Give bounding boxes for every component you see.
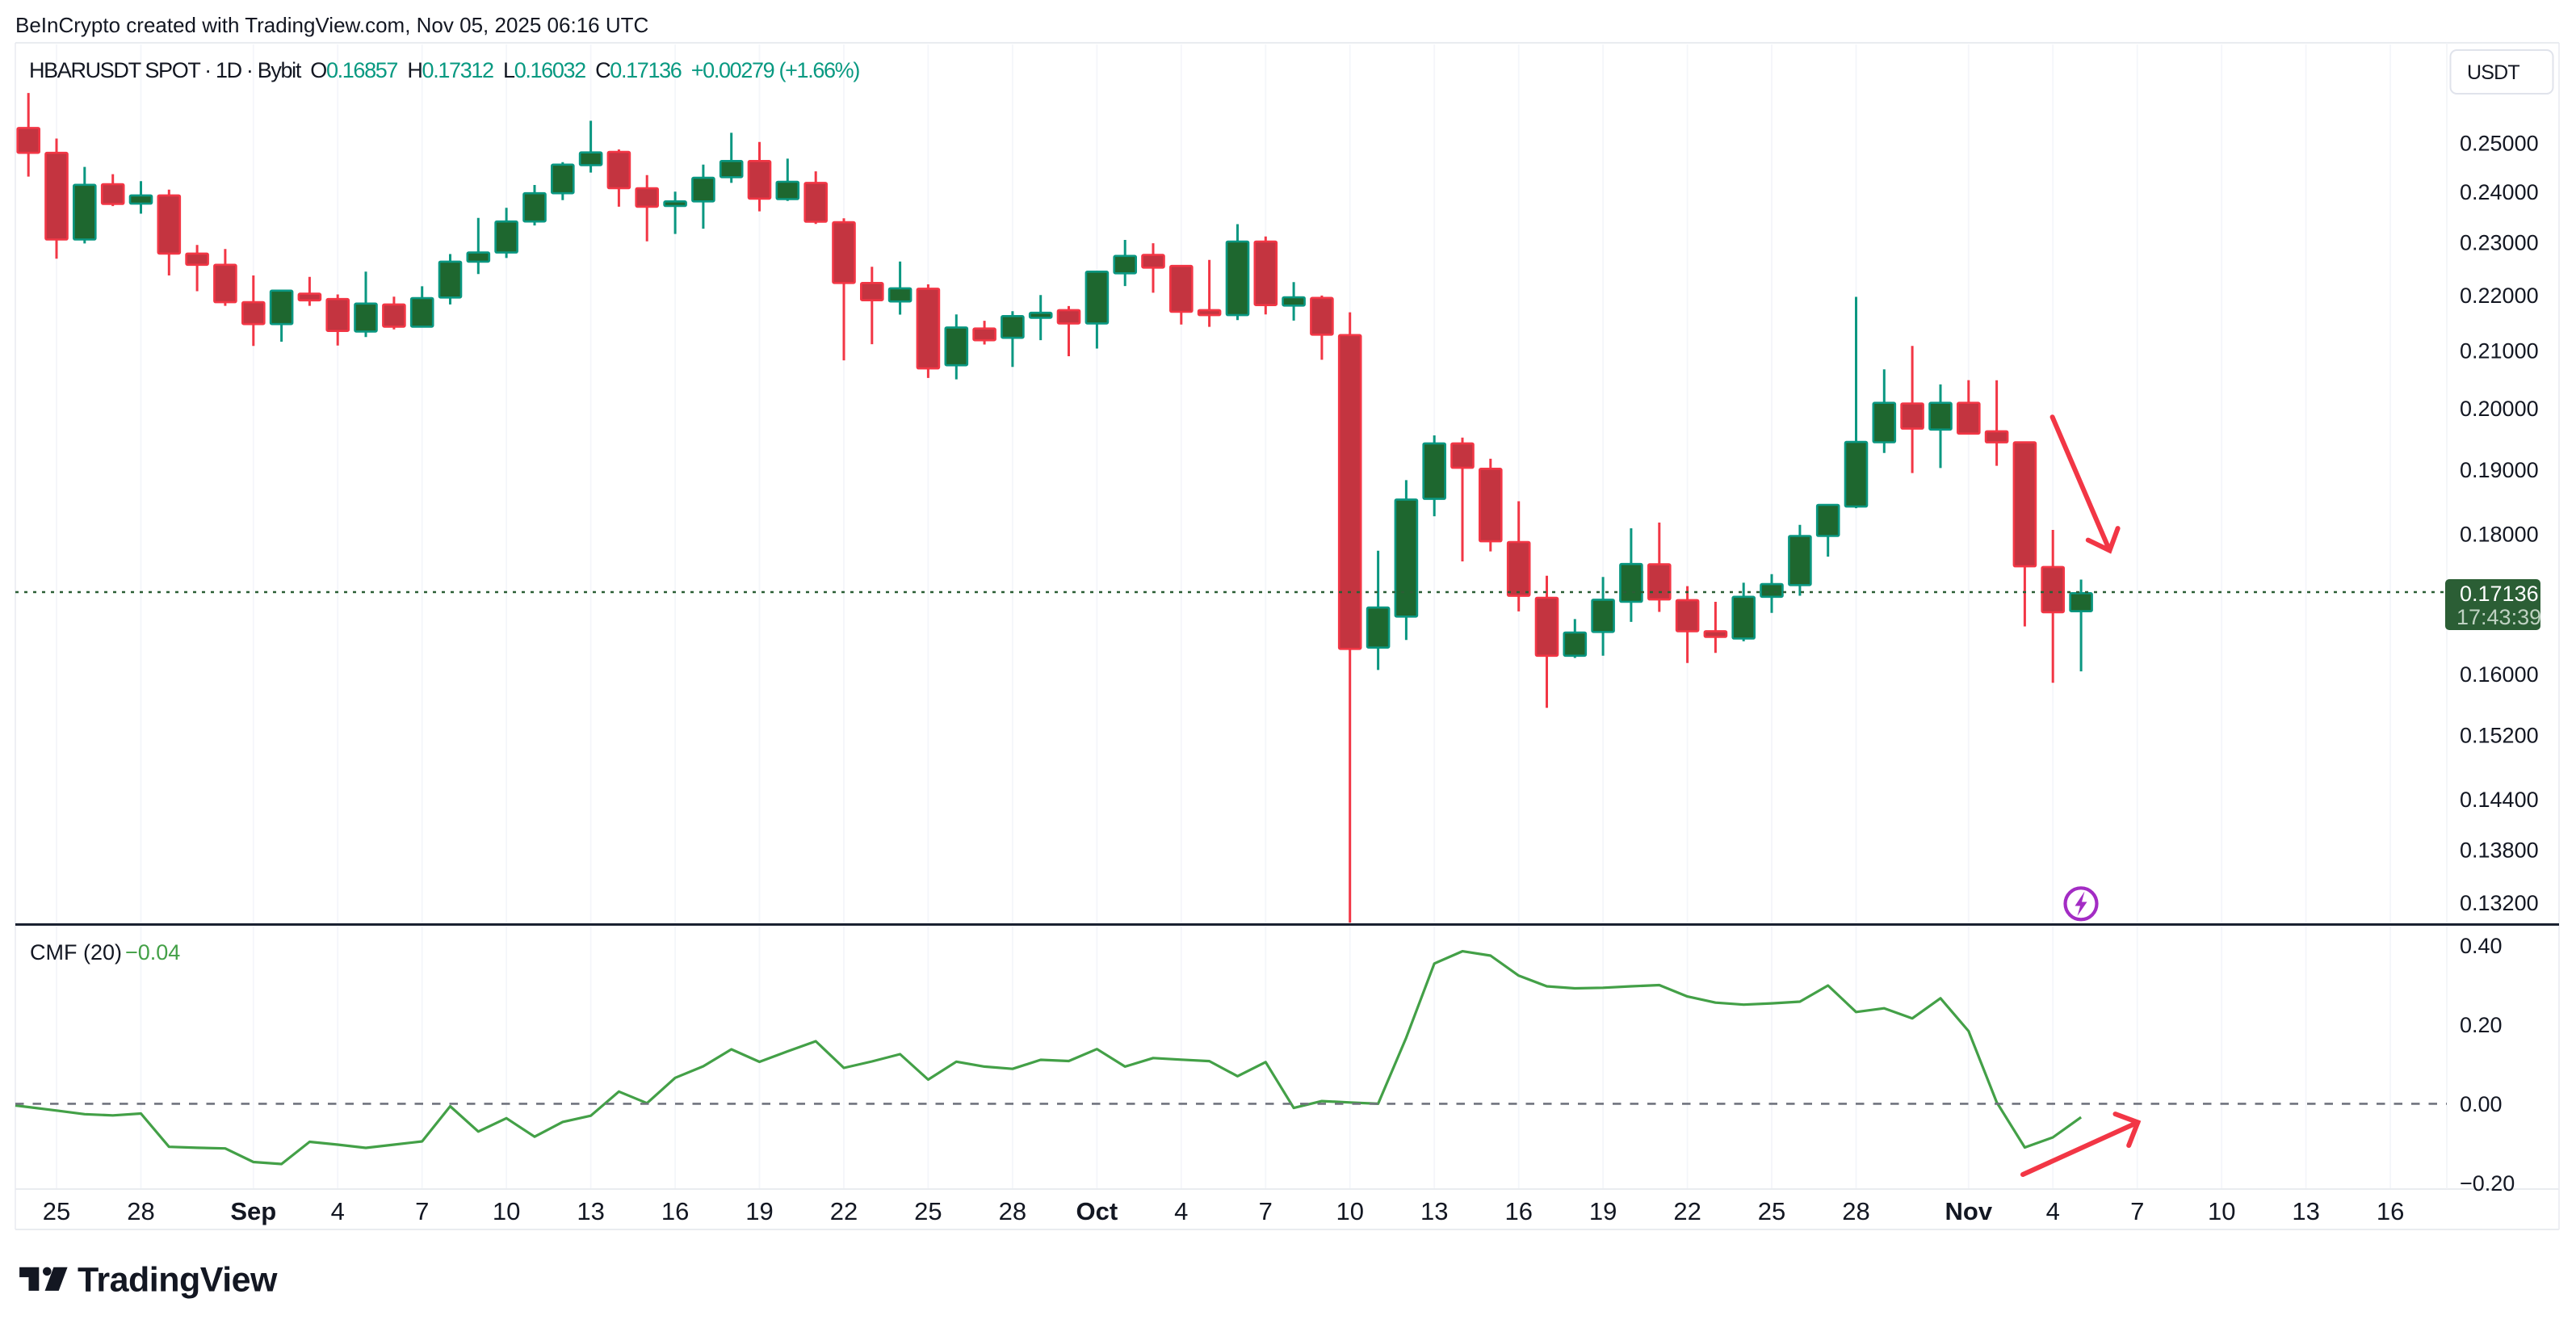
svg-text:28: 28	[999, 1197, 1026, 1225]
svg-text:Oct: Oct	[1076, 1197, 1118, 1225]
svg-text:−0.20: −0.20	[2460, 1171, 2515, 1196]
svg-text:10: 10	[1336, 1197, 1363, 1225]
svg-text:BeInCrypto created with Tradin: BeInCrypto created with TradingView.com,…	[15, 13, 648, 37]
svg-text:0.22000: 0.22000	[2460, 284, 2539, 308]
svg-text:0.20000: 0.20000	[2460, 397, 2539, 421]
svg-text:7: 7	[2130, 1197, 2144, 1225]
svg-text:0.14400: 0.14400	[2460, 788, 2539, 812]
svg-text:USDT: USDT	[2467, 61, 2519, 84]
svg-text:25: 25	[914, 1197, 942, 1225]
svg-text:Nov: Nov	[1945, 1197, 1993, 1225]
svg-text:10: 10	[493, 1197, 520, 1225]
svg-text:25: 25	[43, 1197, 70, 1225]
svg-text:19: 19	[1589, 1197, 1617, 1225]
svg-text:0.19000: 0.19000	[2460, 458, 2539, 482]
svg-text:0.40: 0.40	[2460, 934, 2503, 958]
svg-text:7: 7	[415, 1197, 429, 1225]
svg-text:0.25000: 0.25000	[2460, 132, 2539, 156]
svg-text:0.20: 0.20	[2460, 1013, 2503, 1037]
svg-text:0.13800: 0.13800	[2460, 838, 2539, 863]
svg-text:4: 4	[331, 1197, 345, 1225]
svg-text:16: 16	[661, 1197, 689, 1225]
svg-text:0.18000: 0.18000	[2460, 522, 2539, 546]
svg-text:28: 28	[127, 1197, 154, 1225]
svg-text:22: 22	[1673, 1197, 1701, 1225]
svg-text:4: 4	[1174, 1197, 1188, 1225]
svg-text:0.17136: 0.17136	[2460, 582, 2539, 606]
svg-text:0.00: 0.00	[2460, 1092, 2503, 1116]
svg-text:TradingView: TradingView	[78, 1261, 278, 1300]
svg-text:HBARUSDT SPOT · 1D · Bybit O0: HBARUSDT SPOT · 1D · Bybit O0.16857 H0.1…	[29, 58, 859, 82]
svg-text:0.21000: 0.21000	[2460, 338, 2539, 363]
svg-text:25: 25	[1758, 1197, 1785, 1225]
svg-text:10: 10	[2208, 1197, 2235, 1225]
svg-text:CMF (20): CMF (20)	[30, 940, 122, 964]
svg-text:16: 16	[2377, 1197, 2404, 1225]
svg-text:13: 13	[2292, 1197, 2319, 1225]
svg-text:7: 7	[1259, 1197, 1273, 1225]
svg-text:13: 13	[577, 1197, 604, 1225]
svg-text:17:43:39: 17:43:39	[2456, 605, 2541, 629]
svg-text:19: 19	[745, 1197, 773, 1225]
svg-text:Sep: Sep	[230, 1197, 276, 1225]
svg-text:16: 16	[1504, 1197, 1532, 1225]
svg-text:0.13200: 0.13200	[2460, 891, 2539, 915]
svg-text:13: 13	[1420, 1197, 1448, 1225]
svg-text:0.24000: 0.24000	[2460, 180, 2539, 204]
svg-text:4: 4	[2046, 1197, 2060, 1225]
svg-text:0.23000: 0.23000	[2460, 231, 2539, 255]
svg-text:22: 22	[830, 1197, 858, 1225]
svg-text:0.15200: 0.15200	[2460, 723, 2539, 747]
svg-text:−0.04: −0.04	[125, 940, 180, 964]
svg-text:28: 28	[1842, 1197, 1869, 1225]
svg-text:0.16000: 0.16000	[2460, 662, 2539, 687]
